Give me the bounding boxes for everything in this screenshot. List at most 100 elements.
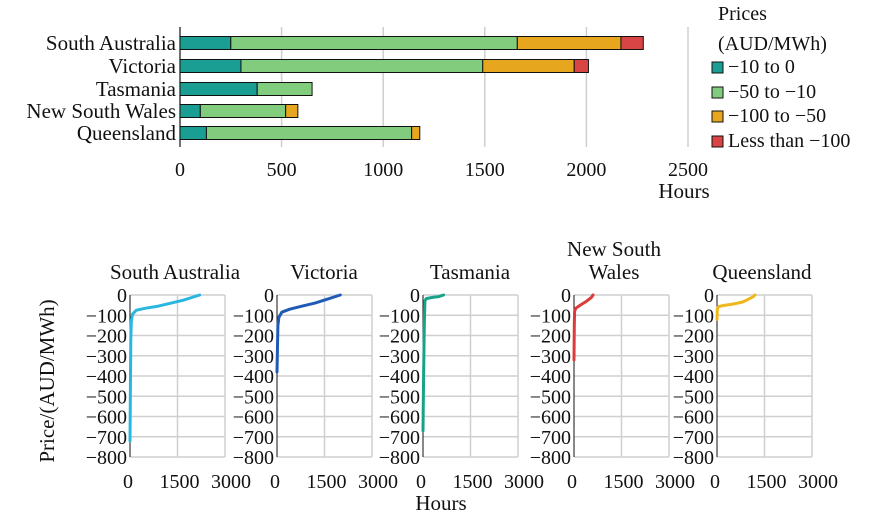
y-tick-label: −300 bbox=[530, 346, 571, 368]
bar-segment bbox=[285, 104, 299, 118]
legend-label: −50 to −10 bbox=[728, 81, 816, 103]
legend-label: −10 to 0 bbox=[728, 56, 795, 78]
y-tick-label: −300 bbox=[673, 346, 714, 368]
x-axis-label: Hours bbox=[415, 491, 466, 513]
series-line bbox=[572, 293, 595, 362]
y-tick-label: −200 bbox=[530, 326, 571, 348]
bar-segment bbox=[179, 36, 232, 50]
y-tick-label: −500 bbox=[379, 386, 420, 408]
y-tick-label: 0 bbox=[264, 285, 274, 307]
x-tick-label: 0 bbox=[270, 471, 280, 493]
bar-segment bbox=[179, 59, 242, 73]
y-tick-label: −700 bbox=[233, 427, 274, 449]
y-tick-label: 0 bbox=[561, 285, 571, 307]
y-tick-label: −800 bbox=[673, 447, 714, 469]
stacked-bar-chart: 0 500 1000 1500 2000 2500 South AustraliaVicto… bbox=[26, 3, 850, 203]
x-tick-label: 0 bbox=[175, 159, 185, 181]
y-tick-label: −700 bbox=[530, 427, 571, 449]
y-tick-label: −600 bbox=[379, 407, 420, 429]
series-line bbox=[275, 293, 342, 374]
x-axis-label: Hours bbox=[658, 179, 709, 203]
bar-segment bbox=[205, 126, 413, 140]
series-line bbox=[715, 293, 757, 321]
category-label: Tasmania bbox=[96, 77, 177, 101]
x-tick-label: 1500 bbox=[453, 471, 493, 493]
y-tick-label: −100 bbox=[86, 305, 127, 327]
bar-segment bbox=[573, 59, 589, 73]
bar-segment bbox=[411, 126, 421, 140]
legend-swatch bbox=[711, 61, 724, 74]
y-tick-label: −700 bbox=[673, 427, 714, 449]
y-axis-label: Price/(AUD/MWh) bbox=[35, 299, 59, 462]
x-tick-label: 3000 bbox=[358, 471, 398, 493]
x-tick-label: 0 bbox=[416, 471, 426, 493]
x-tick-label: 3000 bbox=[655, 471, 695, 493]
legend-title: Prices bbox=[718, 3, 767, 25]
y-tick-label: −200 bbox=[86, 326, 127, 348]
x-tick-label: 1500 bbox=[307, 471, 347, 493]
y-tick-label: −800 bbox=[233, 447, 274, 469]
legend-label: −100 to −50 bbox=[728, 105, 826, 127]
y-tick-label: −600 bbox=[530, 407, 571, 429]
y-tick-label: −100 bbox=[530, 305, 571, 327]
x-tick-label: 3000 bbox=[211, 471, 251, 493]
x-tick-label: 1500 bbox=[160, 471, 200, 493]
bar-segment bbox=[179, 104, 201, 118]
panel-title: Tasmania bbox=[430, 260, 511, 284]
y-tick-label: −700 bbox=[86, 427, 127, 449]
y-tick-label: −800 bbox=[530, 447, 571, 469]
bar-segment bbox=[620, 36, 644, 50]
y-tick-label: −600 bbox=[233, 407, 274, 429]
x-tick-label: 1000 bbox=[363, 159, 403, 181]
x-tick-label: 3000 bbox=[504, 471, 544, 493]
y-tick-label: 0 bbox=[117, 285, 127, 307]
panel-title: New South bbox=[567, 237, 661, 261]
bar-segment bbox=[482, 59, 575, 73]
y-tick-label: −400 bbox=[86, 366, 127, 388]
bar-segment bbox=[179, 126, 207, 140]
y-tick-label: −500 bbox=[86, 386, 127, 408]
y-tick-label: −500 bbox=[673, 386, 714, 408]
x-tick-label: 2500 bbox=[668, 159, 708, 181]
panel-title: Queensland bbox=[712, 260, 812, 284]
panel-title: Victoria bbox=[290, 260, 358, 284]
y-tick-label: −300 bbox=[379, 346, 420, 368]
x-tick-label: 1500 bbox=[747, 471, 787, 493]
y-tick-label: −800 bbox=[86, 447, 127, 469]
y-tick-label: −400 bbox=[530, 366, 571, 388]
legend-swatch bbox=[711, 110, 724, 123]
category-label: Queensland bbox=[77, 121, 177, 145]
y-tick-label: −700 bbox=[379, 427, 420, 449]
category-label: New South Wales bbox=[26, 99, 176, 123]
category-label: South Australia bbox=[46, 31, 177, 55]
legend-swatch bbox=[711, 86, 724, 99]
category-label: Victoria bbox=[108, 54, 176, 78]
y-tick-label: −400 bbox=[233, 366, 274, 388]
y-tick-label: −300 bbox=[86, 346, 127, 368]
y-tick-label: −200 bbox=[379, 326, 420, 348]
y-tick-label: 0 bbox=[410, 285, 420, 307]
x-tick-label: 0 bbox=[710, 471, 720, 493]
y-tick-label: −300 bbox=[233, 346, 274, 368]
x-tick-label: 0 bbox=[567, 471, 577, 493]
panel-title: South Australia bbox=[110, 260, 241, 284]
x-tick-label: 500 bbox=[267, 159, 297, 181]
bar-segment bbox=[256, 82, 313, 96]
legend-title: (AUD/MWh) bbox=[718, 33, 827, 55]
bar-segment bbox=[179, 82, 258, 96]
series-line bbox=[128, 293, 202, 443]
y-tick-label: −100 bbox=[379, 305, 420, 327]
x-tick-label: 0 bbox=[123, 471, 133, 493]
y-tick-label: −100 bbox=[233, 305, 274, 327]
y-tick-label: −600 bbox=[86, 407, 127, 429]
x-tick-label: 3000 bbox=[798, 471, 838, 493]
y-tick-label: −500 bbox=[530, 386, 571, 408]
panel-title: Wales bbox=[589, 260, 640, 284]
y-tick-label: −400 bbox=[673, 366, 714, 388]
y-tick-label: −100 bbox=[673, 305, 714, 327]
y-tick-label: 0 bbox=[704, 285, 714, 307]
bar-segment bbox=[516, 36, 622, 50]
